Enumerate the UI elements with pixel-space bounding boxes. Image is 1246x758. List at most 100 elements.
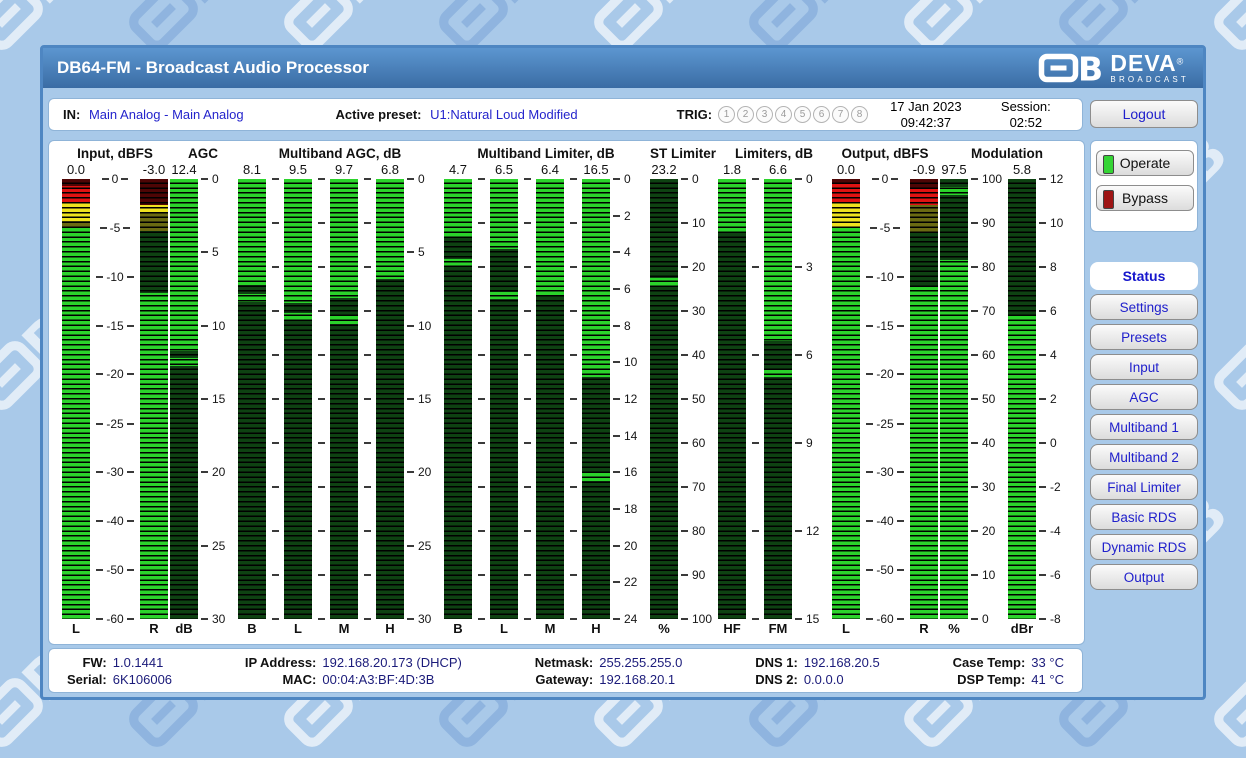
tick-dash-icon [271,530,279,532]
tick-dash-icon [271,486,279,488]
sidebar-item-settings[interactable]: Settings [1090,294,1198,320]
tick-label: -4 [1050,524,1061,538]
meter-value-limiters-db-fm: 6.6 [768,162,788,177]
scale-tick [565,486,581,488]
tick-dash-icon [477,222,485,224]
scale-tick: 14 [611,429,649,443]
sidebar-item-basic-rds[interactable]: Basic RDS [1090,504,1198,530]
scale-tick [747,442,763,444]
scale-tick [359,354,375,356]
tick-dash-icon [96,422,104,425]
tick-dash-icon [613,361,620,364]
sidebar-item-multiband-2[interactable]: Multiband 2 [1090,444,1198,470]
sidebar-item-presets[interactable]: Presets [1090,324,1198,350]
tick-dash-icon [523,618,531,620]
tick-dash-icon [523,442,531,444]
sidebar-item-dynamic-rds[interactable]: Dynamic RDS [1090,534,1198,560]
tick-dash-icon [96,471,104,474]
meter-value-multiband-agc-db-l: 9.5 [288,162,308,177]
sidebar-item-status-active[interactable]: Status [1090,262,1198,290]
tick-label: 70 [692,480,706,494]
scale-tick: 100 [969,172,1007,186]
trig-button-3[interactable]: 3 [756,106,774,123]
scale-tick: -5 [91,221,139,235]
sidebar-item-output[interactable]: Output [1090,564,1198,590]
status-info-bar: IN: Main Analog - Main Analog Active pre… [48,98,1083,131]
tick-label: 0 [418,172,425,186]
meter-scale-limiters-db [747,178,763,620]
trig-button-5[interactable]: 5 [794,106,812,123]
meter-value-multiband-agc-db-m: 9.7 [334,162,354,177]
tick-dash-icon [201,471,208,474]
scale-tick: 30 [199,612,237,626]
tick-label: 6 [624,282,631,296]
tick-label: -10 [106,269,124,284]
trig-button-7[interactable]: 7 [832,106,850,123]
scale-tick: 20 [199,465,237,479]
scale-tick: -25 [861,417,909,431]
scale-tick [473,222,489,224]
led-segments-overlay [1008,179,1036,619]
tick-label: 90 [982,216,996,230]
tick-dash-icon [971,530,978,532]
scale-tick [519,310,535,312]
tick-label: -40 [106,514,124,529]
scale-tick: 5 [199,245,237,259]
scale-tick: -4 [1037,524,1075,538]
tick-dash-icon [896,471,904,474]
sidebar-item-input[interactable]: Input [1090,354,1198,380]
tick-dash-icon [751,530,759,532]
trig-button-8[interactable]: 8 [851,106,869,123]
tick-dash-icon [271,178,279,180]
tick-dash-icon [681,530,688,532]
trig-button-2[interactable]: 2 [737,106,755,123]
tick-dash-icon [363,222,371,224]
meter-scale-multiband-limiter-db [565,178,581,620]
tick-label: 30 [692,304,706,318]
scale-tick: 4 [1037,348,1075,362]
scale-tick: 22 [611,575,649,589]
sidebar-item-agc[interactable]: AGC [1090,384,1198,410]
meter-column-modulation-: 97.5% [939,162,969,639]
scale-tick: -2 [1037,480,1075,494]
session-label: Session: [1000,98,1051,114]
scale-tick: 12 [1037,172,1075,186]
logout-button[interactable]: Logout [1090,100,1198,128]
meter-column-multiband-agc-db-m: 9.7 M [329,162,359,639]
scale-tick [267,530,283,532]
operate-button[interactable]: Operate [1096,150,1194,176]
scale-tick: 30 [969,480,1007,494]
meter-bar-limiters-db-hf [718,179,746,619]
scale-tick [313,442,329,444]
scale-tick [747,618,763,620]
scale-tick: 90 [679,568,717,582]
deva-watermark-logo: B [1207,0,1246,61]
tick-label: 80 [982,260,996,274]
scale-tick [359,574,375,576]
trig-button-4[interactable]: 4 [775,106,793,123]
tick-dash-icon [363,178,371,180]
bypass-button[interactable]: Bypass [1096,185,1194,211]
tick-label: 5 [418,245,425,260]
meter-columns-modulation: 97.5% 100 90 80 70 60 50 40 30 20 10 0 5.8 dBr 12 10 8 6 4… [939,162,1075,639]
footer-value-serial: 6K106006 [112,671,173,687]
scale-tick [359,310,375,312]
meter-bar-multiband-limiter-db-b [444,179,472,619]
tick-dash-icon [96,324,104,327]
scale-tick [267,178,283,180]
tick-dash-icon [1039,266,1046,268]
scale-tick [267,222,283,224]
tick-dash-icon [569,618,577,620]
tick-dash-icon [317,310,325,312]
sidebar-item-final-limiter[interactable]: Final Limiter [1090,474,1198,500]
trig-button-6[interactable]: 6 [813,106,831,123]
tick-label: 18 [624,502,638,516]
tick-dash-icon [126,520,134,523]
date-value: 17 Jan 2023 [890,98,962,114]
tick-dash-icon [407,178,414,180]
trig-button-1[interactable]: 1 [718,106,736,123]
tick-label: 40 [982,436,996,450]
sidebar-item-multiband-1[interactable]: Multiband 1 [1090,414,1198,440]
led-segments-overlay [170,179,198,619]
